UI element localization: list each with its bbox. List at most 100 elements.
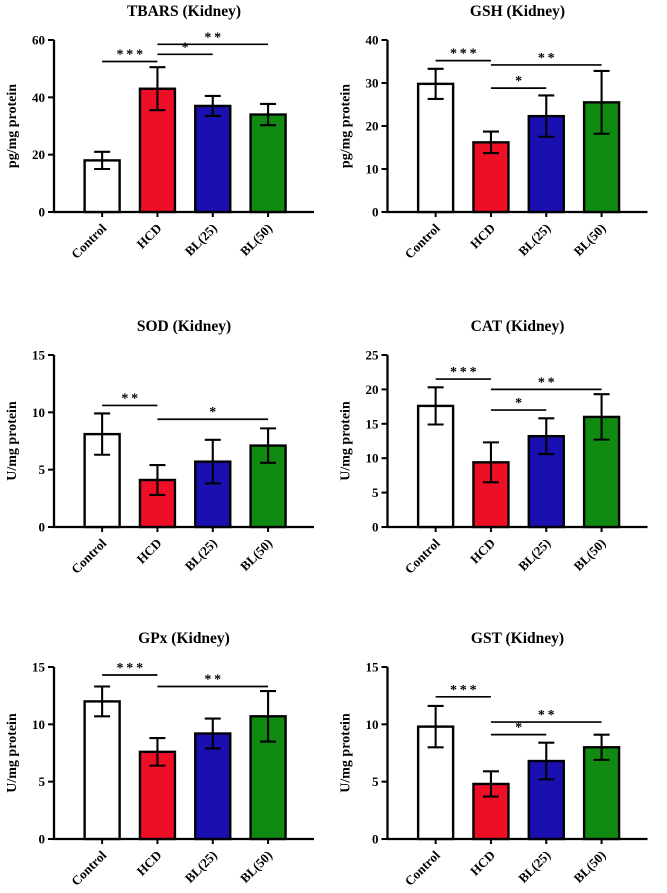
bar-bl-50	[582, 746, 621, 841]
significance-label: * *	[538, 375, 555, 390]
x-tick-label: BL(25)	[515, 848, 553, 886]
x-tick-label: BL(25)	[515, 536, 553, 574]
y-tick-label: 20	[366, 119, 379, 134]
y-tick-label: 5	[39, 774, 46, 789]
x-tick-label: BL(25)	[182, 536, 220, 574]
chart-gpx-kidney: GPx (Kidney) U/mg protein 0 5 10 15 Control HCD…	[5, 630, 314, 889]
error-bar	[593, 393, 610, 441]
error-bar	[538, 417, 555, 456]
error-bar	[149, 464, 166, 496]
chart-panel-gst-kidney: GST (Kidney) U/mg protein 0 5 10 15 Control HCD…	[333, 595, 667, 893]
chart-panel-sod-kidney: SOD (Kidney) U/mg protein 0 5 10 15 Control HCD…	[0, 297, 333, 595]
error-bar	[593, 69, 610, 135]
bar-bl-50	[249, 113, 287, 214]
x-tick-label: BL(50)	[571, 536, 609, 574]
y-tick-label: 5	[372, 485, 379, 500]
y-axis-label: U/mg protein	[5, 713, 20, 793]
error-bar	[482, 130, 499, 155]
chart-panel-cat-kidney: CAT (Kidney) U/mg protein 0 5 10 15 20 25 Contro…	[333, 297, 667, 595]
chart-panel-gpx-kidney: GPx (Kidney) U/mg protein 0 5 10 15 Control HCD…	[0, 595, 333, 893]
error-bar	[149, 66, 166, 112]
x-tick-label: BL(50)	[237, 536, 275, 574]
y-tick-label: 0	[372, 520, 379, 535]
x-tick-label: BL(50)	[571, 848, 609, 886]
error-bar	[538, 94, 555, 138]
y-tick-label: 0	[372, 205, 379, 220]
x-tick-label: HCD	[467, 221, 498, 252]
y-tick-label: 10	[32, 405, 45, 420]
y-tick-label: 30	[366, 76, 379, 91]
significance-label: *	[515, 721, 522, 736]
error-bar	[94, 685, 111, 718]
y-axis-label: U/mg protein	[5, 401, 20, 481]
significance-label: * *	[204, 672, 221, 687]
error-bar	[482, 770, 499, 798]
x-tick-label: Control	[402, 535, 443, 576]
bar-control	[416, 82, 455, 214]
error-bar	[94, 150, 111, 171]
error-bar	[427, 67, 444, 100]
y-tick-label: 40	[32, 90, 45, 105]
y-tick-label: 25	[366, 348, 380, 363]
error-bar	[204, 94, 221, 118]
y-tick-label: 0	[39, 520, 46, 535]
x-tick-label: Control	[402, 220, 443, 261]
x-tick-label: BL(25)	[182, 221, 220, 259]
y-tick-label: 15	[32, 348, 46, 363]
x-tick-label: Control	[402, 847, 443, 888]
error-bar	[260, 427, 277, 464]
significance-label: *	[515, 396, 522, 411]
x-tick-label: BL(50)	[237, 221, 275, 259]
error-bar	[538, 741, 555, 781]
y-tick-label: 10	[366, 717, 379, 732]
chart-title: SOD (Kidney)	[137, 318, 231, 335]
chart-gst-kidney: GST (Kidney) U/mg protein 0 5 10 15 Control HCD…	[339, 630, 648, 889]
error-bar	[260, 102, 277, 127]
chart-sod-kidney: SOD (Kidney) U/mg protein 0 5 10 15 Control HCD…	[5, 318, 314, 577]
y-axis-label: pg/mg protein	[5, 84, 20, 168]
chart-tbars-kidney: TBARS (Kidney) pg/mg protein 0 20 40 60 Contro…	[5, 3, 314, 262]
significance-label: *	[209, 405, 216, 420]
significance-label: *	[515, 74, 522, 89]
significance-label: * * *	[450, 683, 477, 698]
y-tick-label: 5	[372, 774, 379, 789]
error-bar	[427, 386, 444, 426]
x-tick-label: BL(50)	[571, 221, 609, 259]
chart-title: CAT (Kidney)	[471, 318, 565, 335]
chart-gsh-kidney: GSH (Kidney) pg/mg protein 0 10 20 30 40 Contro…	[339, 3, 648, 262]
bar-bl-25	[194, 460, 232, 529]
chart-title: TBARS (Kidney)	[127, 3, 241, 20]
x-tick-label: Control	[68, 220, 109, 261]
significance-label: * *	[204, 30, 221, 45]
error-bar	[427, 704, 444, 749]
chart-title: GST (Kidney)	[471, 630, 564, 647]
significance-label: * *	[538, 708, 555, 723]
y-tick-label: 0	[39, 205, 46, 220]
y-tick-label: 60	[32, 33, 45, 48]
y-tick-label: 40	[366, 33, 379, 48]
x-tick-label: HCD	[134, 221, 165, 252]
y-axis-label: U/mg protein	[339, 713, 354, 793]
y-tick-label: 20	[366, 382, 379, 397]
error-bar	[204, 717, 221, 750]
y-tick-label: 10	[366, 162, 379, 177]
significance-label: * * *	[116, 661, 143, 676]
error-bar	[593, 733, 610, 761]
x-tick-label: HCD	[467, 848, 498, 879]
x-tick-label: HCD	[467, 536, 498, 567]
significance-label: * * *	[450, 47, 477, 62]
y-tick-label: 0	[39, 832, 46, 847]
y-axis-label: U/mg protein	[339, 401, 354, 481]
y-axis-label: pg/mg protein	[339, 84, 354, 168]
chart-cat-kidney: CAT (Kidney) U/mg protein 0 5 10 15 20 25 Contro…	[339, 318, 648, 577]
x-tick-label: HCD	[134, 848, 165, 879]
chart-title: GSH (Kidney)	[470, 3, 565, 20]
error-bar	[260, 690, 277, 743]
y-tick-label: 10	[366, 451, 379, 466]
significance-label: * * *	[450, 365, 477, 380]
x-tick-label: BL(25)	[182, 848, 220, 886]
significance-label: * *	[121, 391, 138, 406]
x-tick-label: Control	[68, 535, 109, 576]
bar-bl-25	[194, 104, 232, 214]
